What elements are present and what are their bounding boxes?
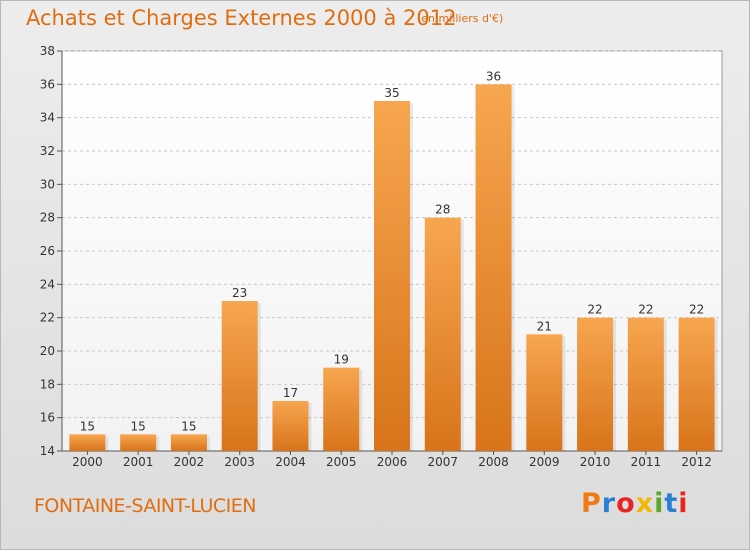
bar-value-label: 22 [689,303,704,317]
bar-value-label: 35 [384,86,399,100]
bar-value-label: 15 [131,419,146,433]
bar-value-label: 19 [334,353,349,367]
y-tick-label: 34 [40,111,55,125]
logo-letter: r [601,488,617,519]
proxiti-logo: Proxiti [581,488,689,519]
logo-letter: o [616,488,636,519]
x-tick-label: 2005 [326,455,357,469]
y-tick-label: 14 [40,444,55,458]
y-tick-label: 38 [40,44,55,58]
bar-value-label: 22 [587,303,602,317]
x-tick-label: 2012 [681,455,712,469]
y-tick-label: 18 [40,377,55,391]
y-tick-label: 16 [40,411,55,425]
bar-value-label: 22 [638,303,653,317]
bar [323,367,360,451]
bar-value-label: 15 [80,419,95,433]
bar [475,84,512,451]
x-tick-label: 2010 [580,455,611,469]
bar-value-label: 23 [232,286,247,300]
x-tick-label: 2003 [224,455,255,469]
bar-value-label: 15 [181,419,196,433]
x-tick-label: 2004 [275,455,306,469]
logo-letter: t [664,488,679,519]
x-tick-label: 2011 [631,455,662,469]
bar [120,434,157,451]
x-tick-label: 2009 [529,455,560,469]
y-tick-label: 22 [40,311,55,325]
bar [526,334,563,451]
y-tick-label: 36 [40,77,55,91]
logo-letter: i [654,488,665,519]
logo-letter: P [581,488,602,519]
bar [221,301,258,451]
x-tick-label: 2002 [174,455,205,469]
bar [272,401,309,451]
bar-value-label: 17 [283,386,298,400]
x-tick-label: 2000 [72,455,103,469]
x-tick-label: 2007 [427,455,458,469]
bar [69,434,106,451]
bar-value-label: 28 [435,203,450,217]
bar [424,217,461,451]
bar [374,101,410,451]
x-tick-label: 2006 [377,455,408,469]
y-tick-label: 20 [40,344,55,358]
bar [577,317,614,451]
y-tick-label: 26 [40,244,55,258]
bar [678,317,715,451]
bar [627,317,664,451]
y-tick-label: 24 [40,277,55,291]
y-tick-label: 28 [40,211,55,225]
bar-value-label: 21 [537,319,552,333]
y-tick-label: 30 [40,177,55,191]
commune-name: FONTAINE-SAINT-LUCIEN [34,495,256,517]
logo-letter: i [678,488,689,519]
bar [170,434,207,451]
x-tick-label: 2008 [478,455,509,469]
chart-title: Achats et Charges Externes 2000 à 2012 [26,6,457,30]
logo-letter: x [635,488,655,519]
y-tick-label: 32 [40,144,55,158]
x-tick-label: 2001 [123,455,154,469]
bar-value-label: 36 [486,69,501,83]
chart-unit-note: (en milliers d'€) [417,12,504,25]
